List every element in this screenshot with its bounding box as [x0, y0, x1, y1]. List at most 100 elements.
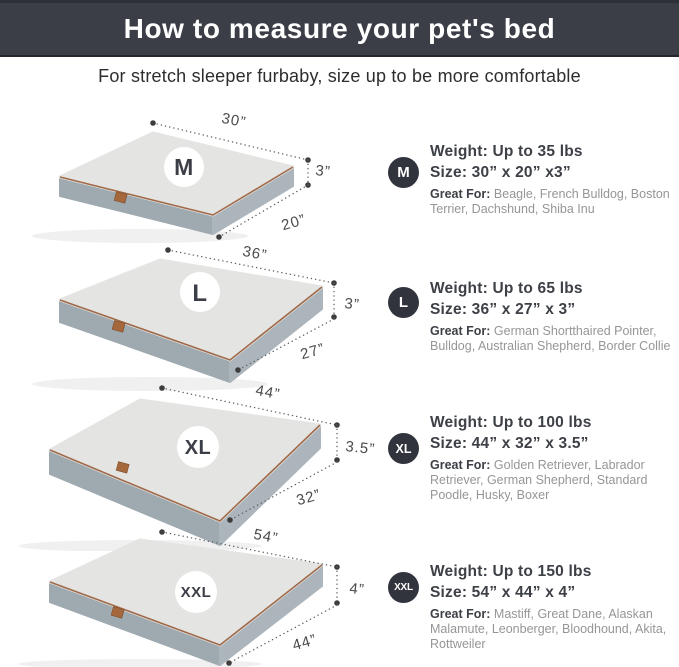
- dim-depth-line: [228, 604, 338, 664]
- size-info-xxl: Weight: Up to 150 lbs Size: 54” x 44” x …: [430, 561, 679, 652]
- dim-dot: [226, 660, 232, 666]
- size-circle-letter: XXL: [181, 584, 212, 601]
- bed-illustration-m: M 30” 3” 20”: [32, 110, 332, 243]
- dim-height-label: 4”: [349, 580, 366, 599]
- size-badge-label: XXL: [394, 582, 413, 593]
- bed-illustration-xxl: XXL 54” 4” 44”: [18, 526, 366, 667]
- weight-text: Weight: Up to 65 lbs: [430, 280, 583, 297]
- dim-dot: [331, 314, 337, 320]
- dim-dot: [334, 457, 340, 463]
- size-info-xl: Weight: Up to 100 lbs Size: 44” x 32” x …: [430, 412, 679, 503]
- dim-width-line: [167, 249, 335, 284]
- great-for-label: Great For:: [430, 187, 491, 201]
- size-badge-l: L: [388, 287, 419, 318]
- dim-dot: [305, 182, 311, 188]
- bed-right-side: [212, 166, 294, 235]
- dim-dot: [227, 517, 233, 523]
- size-badge-m: M: [388, 157, 419, 188]
- great-for-text: Great For: Mastiff, Great Dane, Alaskan …: [430, 607, 679, 652]
- bed-right-side: [219, 564, 323, 666]
- size-circle-m: [164, 147, 204, 187]
- great-for-text: Great For: Beagle, French Bulldog, Bosto…: [430, 187, 679, 217]
- bed-brand-tag: [115, 461, 130, 474]
- bed-left-side: [49, 581, 221, 666]
- bed-left-side: [49, 449, 221, 546]
- size-circle-xxl: [175, 571, 217, 613]
- dim-depth-line: [229, 461, 338, 521]
- size-text: Size: 44” x 32” x 3.5”: [430, 435, 589, 452]
- dim-dot: [331, 280, 337, 286]
- bed-shadow: [18, 659, 262, 667]
- bed-brand-tag: [110, 606, 125, 619]
- bed-brand-tag: [113, 191, 128, 204]
- dim-dot: [334, 600, 340, 606]
- dim-width-label: 30”: [220, 110, 247, 131]
- dim-width-line: [161, 387, 338, 426]
- great-for-breeds: German Shortthaired Pointer, Bulldog, Au…: [430, 324, 671, 353]
- size-circle-letter: XL: [185, 437, 212, 459]
- bed-top-face: [58, 258, 324, 362]
- size-text: Size: 30” x 20” x3”: [430, 164, 571, 181]
- dim-dot: [165, 247, 171, 253]
- great-for-text: Great For: Golden Retriever, Labrador Re…: [430, 458, 679, 503]
- dim-dot: [334, 422, 340, 428]
- size-info-l: Weight: Up to 65 lbs Size: 36” x 27” x 3…: [430, 278, 679, 354]
- size-circle-xl: [177, 426, 219, 468]
- size-circle-l: [180, 272, 220, 312]
- bed-brand-tag: [111, 320, 126, 333]
- bed-left-side: [59, 299, 231, 383]
- great-for-label: Great For:: [430, 458, 491, 472]
- great-for-breeds: Mastiff, Great Dane, Alaskan Malamute, L…: [430, 607, 667, 651]
- dim-depth-label: 27”: [299, 340, 327, 363]
- size-badge-label: L: [398, 294, 409, 311]
- dim-depth-label: 44”: [291, 631, 319, 654]
- bed-piping: [49, 564, 323, 646]
- header-bar: How to measure your pet's bed: [0, 0, 679, 57]
- bed-shadow: [32, 229, 248, 243]
- size-circle-letter: M: [174, 154, 194, 180]
- dim-depth-line: [218, 184, 309, 238]
- bed-illustration-xl: XL 44” 3.5” 32”: [18, 383, 376, 551]
- weight-text: Weight: Up to 35 lbs: [430, 143, 583, 160]
- bed-top-face: [58, 131, 295, 217]
- size-text: Size: 54” x 44” x 4”: [430, 584, 576, 601]
- bed-right-side: [219, 424, 321, 546]
- great-for-breeds: Golden Retriever, Labrador Retriever, Ge…: [430, 458, 648, 502]
- size-badge-xxl: XXL: [388, 572, 419, 603]
- bed-shadow: [32, 377, 268, 391]
- bed-piping: [59, 166, 294, 216]
- subtitle: For stretch sleeper furbaby, size up to …: [98, 66, 581, 86]
- bed-illustration-l: L 36” 3” 27”: [32, 243, 361, 391]
- dim-height-label: 3.5”: [345, 438, 376, 458]
- dim-width-line: [161, 531, 338, 568]
- dim-depth-label: 20”: [280, 211, 308, 234]
- weight-text: Weight: Up to 150 lbs: [430, 563, 592, 580]
- dim-dot: [334, 564, 340, 570]
- dim-dot: [305, 157, 311, 163]
- size-info-m: Weight: Up to 35 lbs Size: 30” x 20” x3”…: [430, 141, 679, 217]
- size-badge-xl: XL: [388, 433, 419, 464]
- dim-dot: [159, 385, 165, 391]
- size-text: Size: 36” x 27” x 3”: [430, 301, 576, 318]
- dim-dot: [216, 234, 222, 240]
- great-for-text: Great For: German Shortthaired Pointer, …: [430, 324, 679, 354]
- size-badge-label: XL: [395, 441, 412, 456]
- bed-shadow: [18, 540, 262, 551]
- bed-top-face: [48, 538, 324, 647]
- size-circle-letter: L: [192, 280, 207, 307]
- dim-width-label: 36”: [241, 243, 268, 264]
- dim-dot: [235, 367, 241, 373]
- dim-width-label: 54”: [252, 526, 279, 547]
- dim-width-label: 44”: [254, 383, 281, 403]
- size-badge-label: M: [397, 164, 410, 181]
- dim-depth-label: 32”: [295, 486, 323, 509]
- dim-width-line: [152, 122, 309, 161]
- bed-piping: [59, 286, 323, 361]
- dim-dot: [159, 529, 165, 535]
- bed-top-face: [48, 398, 322, 523]
- bed-left-side: [59, 176, 214, 235]
- dim-height-label: 3”: [344, 295, 361, 314]
- dim-height-label: 3”: [315, 162, 332, 181]
- bed-right-side: [229, 286, 323, 383]
- great-for-breeds: Beagle, French Bulldog, Boston Terrier, …: [430, 187, 670, 216]
